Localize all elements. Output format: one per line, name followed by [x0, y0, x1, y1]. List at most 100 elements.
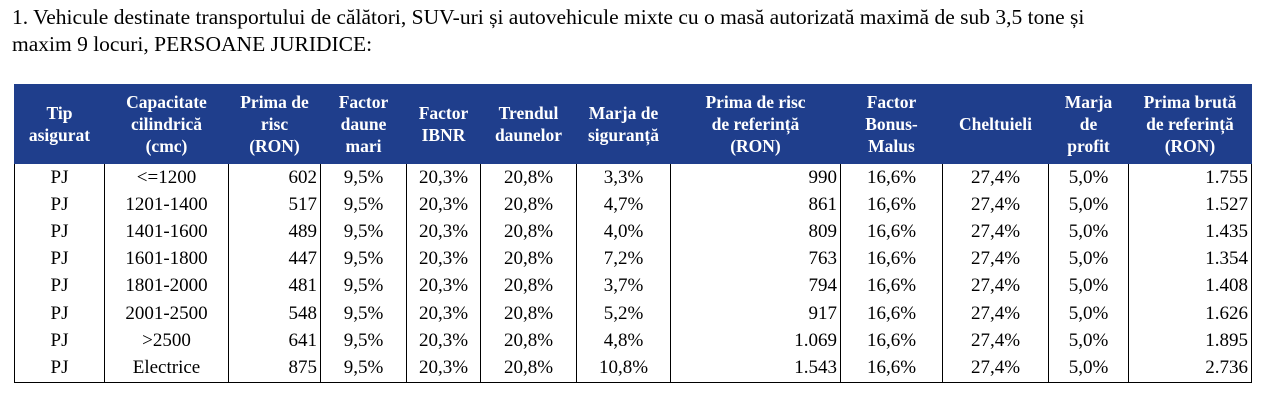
column-header-line: Cheltuieli [959, 114, 1032, 134]
column-header-prima-de-risc: Prima de risc (RON) [228, 84, 321, 164]
cell-marja-de-siguranta: 4,7% [576, 191, 671, 219]
cell-factor-ibnr: 20,3% [406, 354, 481, 383]
cell-trendul-daunelor: 20,8% [480, 299, 577, 328]
cell-marja-de-siguranta: 3,7% [576, 272, 671, 300]
column-header-cheltuieli: Cheltuieli [942, 84, 1049, 164]
cell-cheltuieli: 27,4% [942, 163, 1049, 192]
cell-tip-asigurat: PJ [14, 218, 105, 246]
table-row: PJ 1601-1800 447 9,5% 20,3% 20,8% 7,2% 763 16,6%… [14, 245, 1252, 273]
column-header-line: Prima de [240, 92, 309, 112]
cell-trendul-daunelor: 20,8% [480, 272, 577, 300]
header-row: Tip asigurat Capacitate cilindrică (cmc) Prim… [14, 84, 1252, 164]
cell-factor-ibnr: 20,3% [406, 272, 481, 300]
cell-trendul-daunelor: 20,8% [480, 163, 577, 192]
column-header-line: Factor [338, 92, 389, 112]
cell-tip-asigurat: PJ [14, 327, 105, 355]
cell-capacitate-cilindrica: <=1200 [104, 163, 229, 192]
column-header-marja-de-siguranta: Marja de siguranță [576, 84, 671, 164]
cell-prima-bruta-de-referinta: 1.626 [1128, 299, 1252, 328]
cell-prima-de-risc-de-referinta: 794 [670, 272, 841, 300]
cell-marja-de-profit: 5,0% [1048, 327, 1129, 355]
column-header-line: siguranță [588, 125, 659, 145]
column-header-line: asigurat [28, 125, 91, 145]
cell-factor-bonus-malus: 16,6% [840, 299, 943, 328]
cell-factor-daune-mari: 9,5% [320, 299, 407, 328]
table-row: PJ Electrice 875 9,5% 20,3% 20,8% 10,8% 1.543 16… [14, 354, 1252, 383]
cell-prima-bruta-de-referinta: 1.354 [1128, 245, 1252, 273]
cell-prima-de-risc: 489 [228, 218, 321, 246]
column-header-line: IBNR [421, 125, 466, 145]
cell-prima-de-risc-de-referinta: 763 [670, 245, 841, 273]
cell-trendul-daunelor: 20,8% [480, 327, 577, 355]
column-header-trendul-daunelor: Trendul daunelor [480, 84, 577, 164]
cell-cheltuieli: 27,4% [942, 245, 1049, 273]
cell-prima-bruta-de-referinta: 1.527 [1128, 191, 1252, 219]
column-header-line: daune [340, 114, 387, 134]
column-header-capacitate-cilindrica: Capacitate cilindrică (cmc) [104, 84, 229, 164]
table-row: PJ <=1200 602 9,5% 20,3% 20,8% 3,3% 990 16,6% 27,… [14, 163, 1252, 192]
cell-prima-de-risc: 548 [228, 299, 321, 328]
heading-line-1: 1. Vehicule destinate transportului de c… [12, 5, 1085, 29]
cell-marja-de-siguranta: 3,3% [576, 163, 671, 192]
cell-prima-de-risc: 641 [228, 327, 321, 355]
cell-tip-asigurat: PJ [14, 272, 105, 300]
cell-tip-asigurat: PJ [14, 299, 105, 328]
column-header-factor-daune-mari: Factor daune mari [320, 84, 407, 164]
cell-prima-de-risc-de-referinta: 917 [670, 299, 841, 328]
cell-cheltuieli: 27,4% [942, 354, 1049, 383]
column-header-line: Marja de [588, 103, 659, 123]
cell-capacitate-cilindrica: 2001-2500 [104, 299, 229, 328]
cell-factor-daune-mari: 9,5% [320, 163, 407, 192]
cell-prima-de-risc-de-referinta: 809 [670, 218, 841, 246]
column-header-factor-bonus-malus: Factor Bonus- Malus [840, 84, 943, 164]
cell-prima-de-risc: 602 [228, 163, 321, 192]
cell-factor-daune-mari: 9,5% [320, 354, 407, 383]
cell-cheltuieli: 27,4% [942, 191, 1049, 219]
cell-prima-bruta-de-referinta: 1.435 [1128, 218, 1252, 246]
cell-prima-de-risc-de-referinta: 1.543 [670, 354, 841, 383]
column-header-line: mari [345, 136, 382, 156]
column-header-line: Tip [46, 103, 73, 123]
cell-cheltuieli: 27,4% [942, 327, 1049, 355]
column-header-line: cilindrică [131, 114, 202, 134]
column-header-prima-bruta-de-referinta: Prima brută de referință (RON) [1128, 84, 1252, 164]
column-header-line: de referință [711, 114, 800, 134]
cell-capacitate-cilindrica: 1601-1800 [104, 245, 229, 273]
column-header-line: Factor [418, 103, 469, 123]
cell-prima-de-risc-de-referinta: 861 [670, 191, 841, 219]
rates-table: Tip asigurat Capacitate cilindrică (cmc) Prim… [14, 84, 1252, 383]
column-header-line: Prima brută [1143, 92, 1237, 112]
cell-trendul-daunelor: 20,8% [480, 354, 577, 383]
cell-prima-de-risc-de-referinta: 990 [670, 163, 841, 192]
cell-prima-de-risc: 481 [228, 272, 321, 300]
cell-factor-bonus-malus: 16,6% [840, 354, 943, 383]
cell-prima-de-risc-de-referinta: 1.069 [670, 327, 841, 355]
column-header-line: de referință [1146, 114, 1234, 134]
cell-marja-de-siguranta: 4,0% [576, 218, 671, 246]
cell-tip-asigurat: PJ [14, 163, 105, 192]
cell-trendul-daunelor: 20,8% [480, 218, 577, 246]
cell-factor-daune-mari: 9,5% [320, 218, 407, 246]
column-header-tip-asigurat: Tip asigurat [14, 84, 105, 164]
column-header-line: Trendul [498, 103, 559, 123]
cell-factor-ibnr: 20,3% [406, 245, 481, 273]
cell-factor-daune-mari: 9,5% [320, 272, 407, 300]
column-header-line: risc [260, 114, 289, 134]
cell-factor-bonus-malus: 16,6% [840, 245, 943, 273]
cell-marja-de-profit: 5,0% [1048, 354, 1129, 383]
cell-marja-de-profit: 5,0% [1048, 218, 1129, 246]
cell-marja-de-profit: 5,0% [1048, 245, 1129, 273]
cell-trendul-daunelor: 20,8% [480, 245, 577, 273]
heading-line-2: maxim 9 locuri, PERSOANE JURIDICE: [12, 32, 373, 56]
cell-tip-asigurat: PJ [14, 354, 105, 383]
table-row: PJ 1201-1400 517 9,5% 20,3% 20,8% 4,7% 861 16,6%… [14, 191, 1252, 219]
column-header-line: Factor [866, 92, 917, 112]
cell-cheltuieli: 27,4% [942, 272, 1049, 300]
cell-marja-de-profit: 5,0% [1048, 299, 1129, 328]
cell-capacitate-cilindrica: 1801-2000 [104, 272, 229, 300]
column-header-line: daunelor [494, 125, 563, 145]
cell-factor-bonus-malus: 16,6% [840, 218, 943, 246]
cell-marja-de-siguranta: 7,2% [576, 245, 671, 273]
column-header-prima-de-risc-de-referinta: Prima de risc de referință (RON) [670, 84, 841, 164]
column-header-line: profit [1067, 136, 1110, 156]
